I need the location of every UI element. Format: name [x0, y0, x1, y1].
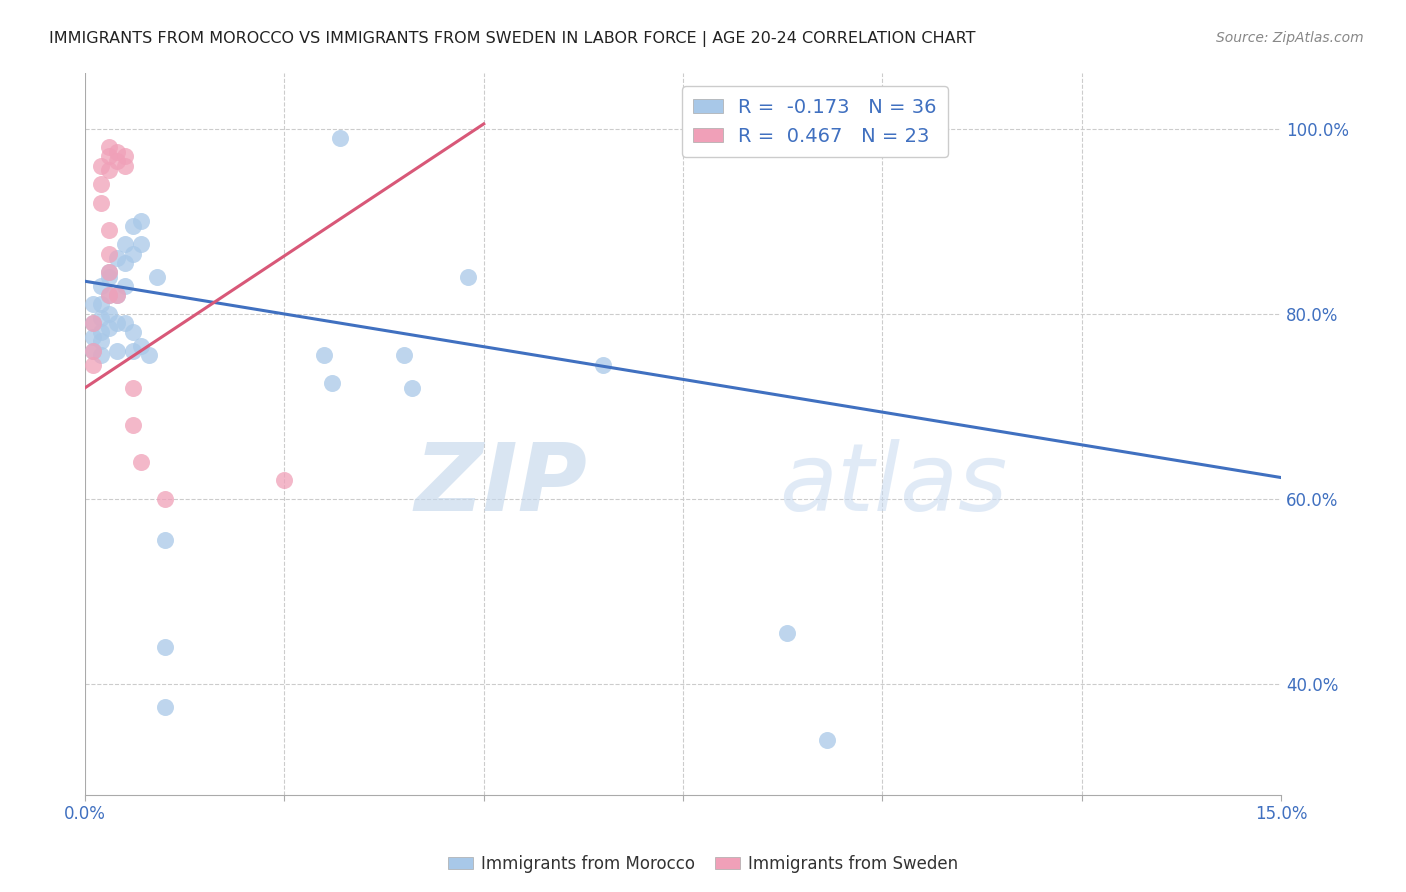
Point [98, 140, 121, 154]
Point [82, 316, 104, 330]
Point [129, 455, 152, 469]
Point [329, 130, 352, 145]
Point [82, 316, 104, 330]
Point [98, 265, 121, 279]
Legend: Immigrants from Morocco, Immigrants from Sweden: Immigrants from Morocco, Immigrants from… [441, 848, 965, 880]
Point [153, 491, 176, 506]
Point [105, 343, 128, 358]
Point [153, 640, 176, 654]
Point [90, 297, 112, 311]
Text: atlas: atlas [779, 439, 1007, 530]
Point [122, 219, 145, 233]
Point [90, 311, 112, 326]
Point [98, 269, 121, 284]
Point [122, 417, 145, 432]
Point [146, 269, 169, 284]
Point [457, 269, 479, 284]
Point [273, 473, 295, 487]
Text: ZIP: ZIP [415, 439, 588, 531]
Point [314, 348, 336, 362]
Point [105, 288, 128, 302]
Point [90, 177, 112, 191]
Point [321, 376, 343, 390]
Point [82, 343, 104, 358]
Point [82, 330, 104, 344]
Point [90, 348, 112, 362]
Point [129, 214, 152, 228]
Point [105, 288, 128, 302]
Text: IMMIGRANTS FROM MOROCCO VS IMMIGRANTS FROM SWEDEN IN LABOR FORCE | AGE 20-24 COR: IMMIGRANTS FROM MOROCCO VS IMMIGRANTS FR… [49, 31, 976, 47]
Point [82, 297, 104, 311]
Point [98, 149, 121, 163]
Point [98, 223, 121, 237]
Point [392, 348, 415, 362]
Point [592, 358, 614, 372]
Point [114, 159, 136, 173]
Point [98, 307, 121, 321]
Point [815, 732, 838, 747]
Point [401, 381, 423, 395]
Point [98, 163, 121, 178]
Point [776, 626, 799, 640]
Point [90, 279, 112, 293]
Point [114, 316, 136, 330]
Point [129, 339, 152, 353]
Point [114, 256, 136, 270]
Point [129, 237, 152, 252]
Point [90, 159, 112, 173]
Point [105, 251, 128, 265]
Point [98, 265, 121, 279]
Point [98, 288, 121, 302]
Point [153, 533, 176, 548]
Point [98, 320, 121, 334]
Point [114, 237, 136, 252]
Point [122, 246, 145, 260]
Point [153, 700, 176, 714]
Point [105, 316, 128, 330]
Point [105, 153, 128, 168]
Legend: R =  -0.173   N = 36, R =  0.467   N = 23: R = -0.173 N = 36, R = 0.467 N = 23 [682, 87, 949, 157]
Point [90, 334, 112, 349]
Point [90, 195, 112, 210]
Point [90, 325, 112, 339]
Point [82, 358, 104, 372]
Point [105, 145, 128, 159]
Point [114, 149, 136, 163]
Text: Source: ZipAtlas.com: Source: ZipAtlas.com [1216, 31, 1364, 45]
Point [98, 246, 121, 260]
Point [122, 381, 145, 395]
Point [114, 279, 136, 293]
Point [122, 343, 145, 358]
Point [82, 343, 104, 358]
Point [98, 288, 121, 302]
Point [122, 325, 145, 339]
Point [138, 348, 160, 362]
